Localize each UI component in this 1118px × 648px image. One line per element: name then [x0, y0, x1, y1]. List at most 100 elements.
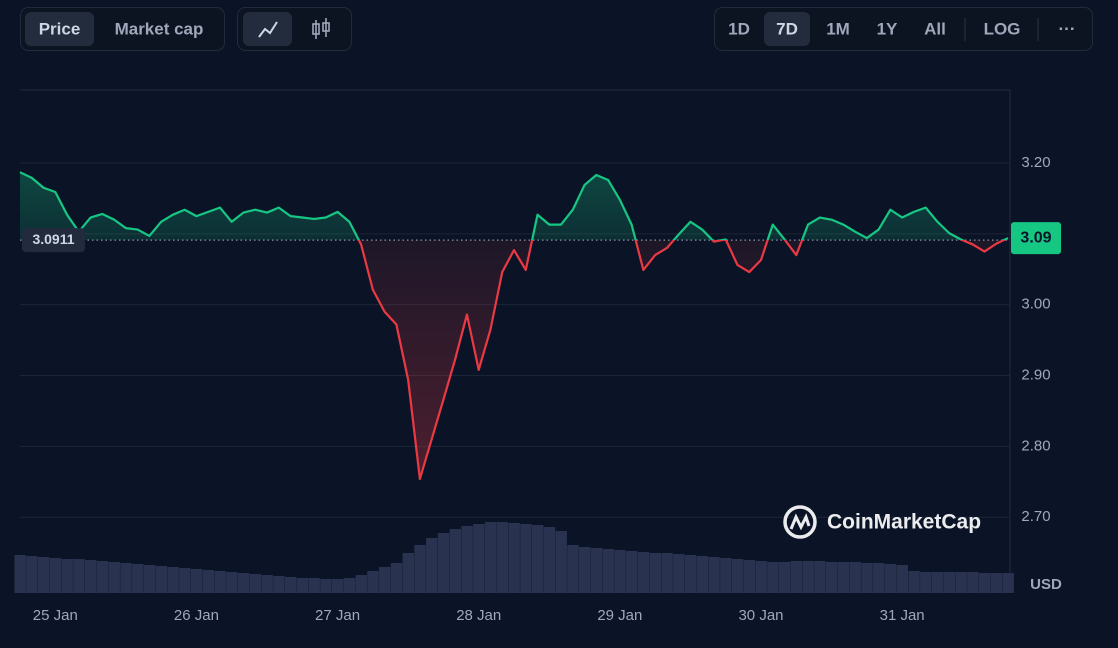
volume-bar	[261, 575, 273, 593]
volume-bar	[884, 564, 897, 593]
volume-bar	[767, 562, 779, 593]
x-tick-label: 28 Jan	[456, 607, 501, 624]
range-1d[interactable]: 1D	[728, 19, 750, 38]
volume-bar	[49, 558, 62, 593]
range-all[interactable]: All	[924, 19, 946, 38]
volume-bar	[120, 563, 132, 593]
volume-bar	[496, 522, 509, 593]
volume-bar	[684, 555, 697, 593]
baseline-label: 3.0911	[32, 231, 74, 247]
volume-bar	[249, 574, 262, 593]
logo	[783, 505, 817, 539]
range-tabs: 1D 7D 1M 1Y All LOG ···	[714, 7, 1093, 51]
chart-type-tabs	[237, 7, 352, 51]
volume-bar	[778, 562, 791, 593]
volume-bar	[190, 569, 203, 593]
volume-bar	[237, 573, 250, 593]
volume-bar	[284, 577, 297, 593]
x-tick-label: 31 Jan	[880, 607, 925, 624]
x-tick-label: 26 Jan	[174, 607, 219, 624]
volume-bar	[308, 578, 320, 593]
volume-bar	[955, 572, 967, 593]
volume-bar	[755, 561, 767, 593]
volume-bar	[449, 529, 462, 593]
volume-bar	[14, 555, 26, 593]
volume-bar	[814, 561, 826, 593]
volume-bar	[943, 572, 956, 593]
volume-bar	[696, 556, 709, 593]
price-line	[19, 171, 1009, 481]
volume-bar	[637, 552, 650, 593]
volume-bar	[931, 572, 944, 593]
volume-bar	[379, 567, 391, 593]
y-tick-label: 2.90	[1021, 366, 1050, 383]
volume-bar	[331, 579, 344, 593]
volume-bar	[543, 527, 556, 593]
line-icon[interactable]	[258, 21, 278, 38]
volume-bar	[461, 526, 473, 593]
volume-bar	[1002, 573, 1014, 593]
tab-active-bg	[25, 12, 94, 46]
volume-bar	[73, 559, 85, 593]
volume-bar	[731, 559, 744, 593]
y-tick-label: 3.20	[1021, 154, 1050, 171]
x-tick-label: 29 Jan	[597, 607, 642, 624]
volume-bar	[802, 561, 814, 593]
volume-bar	[367, 571, 379, 593]
volume-bar	[720, 558, 732, 593]
baseline-label-bg	[22, 228, 85, 253]
volume-bar	[179, 568, 191, 593]
volume-bar	[614, 550, 626, 593]
volume-bar	[896, 565, 909, 593]
metric-tabs: Price Market cap	[20, 7, 225, 51]
volume-bar	[743, 560, 756, 593]
range-active-bg	[764, 12, 810, 46]
volume-bar	[296, 578, 309, 593]
y-tick-label: 2.70	[1021, 508, 1050, 525]
volume-bar	[825, 562, 838, 593]
volume-bar	[978, 573, 991, 593]
volume-bar	[226, 572, 238, 593]
range-7d[interactable]: 7D	[776, 19, 798, 38]
volume-bar	[520, 524, 532, 593]
volume-bar	[61, 559, 73, 593]
volume-bar	[26, 556, 38, 593]
volume-bar	[555, 531, 567, 593]
more-button[interactable]: ···	[1059, 19, 1076, 38]
volume-bar	[355, 575, 367, 593]
volume-bar	[908, 571, 920, 593]
volume-bar	[849, 562, 861, 593]
line-icon-bg[interactable]	[243, 12, 292, 46]
volume-bar	[873, 563, 885, 593]
x-tick-label: 27 Jan	[315, 607, 360, 624]
volume-bar	[155, 566, 168, 593]
log-toggle[interactable]: LOG	[984, 19, 1021, 38]
volume-bar	[861, 563, 873, 593]
range-1m[interactable]: 1M	[826, 19, 850, 38]
volume-bar	[473, 524, 485, 593]
volume-bar	[967, 572, 979, 593]
volume-bar	[626, 551, 638, 593]
volume-bar	[167, 567, 179, 593]
y-tick-label: 3.00	[1021, 296, 1050, 313]
x-tick-label: 25 Jan	[33, 607, 78, 624]
candle-icon[interactable]	[312, 18, 330, 39]
volume-bar	[920, 572, 932, 593]
volume-bar	[508, 523, 520, 593]
volume-bar	[390, 563, 403, 593]
volume-bar	[531, 525, 544, 593]
tab-price[interactable]: Price	[39, 19, 81, 38]
volume-bar	[567, 545, 579, 593]
unit-label: USD	[1030, 576, 1062, 593]
volume-bar	[661, 553, 673, 593]
volume-bar	[273, 576, 285, 593]
volume-bar	[320, 579, 332, 593]
volume-bar	[708, 557, 720, 593]
x-tick-label: 30 Jan	[738, 607, 783, 624]
range-1y[interactable]: 1Y	[877, 19, 898, 38]
volume-bar	[414, 545, 426, 593]
tab-market-cap[interactable]: Market cap	[115, 19, 204, 38]
y-tick-label: 2.80	[1021, 437, 1050, 454]
